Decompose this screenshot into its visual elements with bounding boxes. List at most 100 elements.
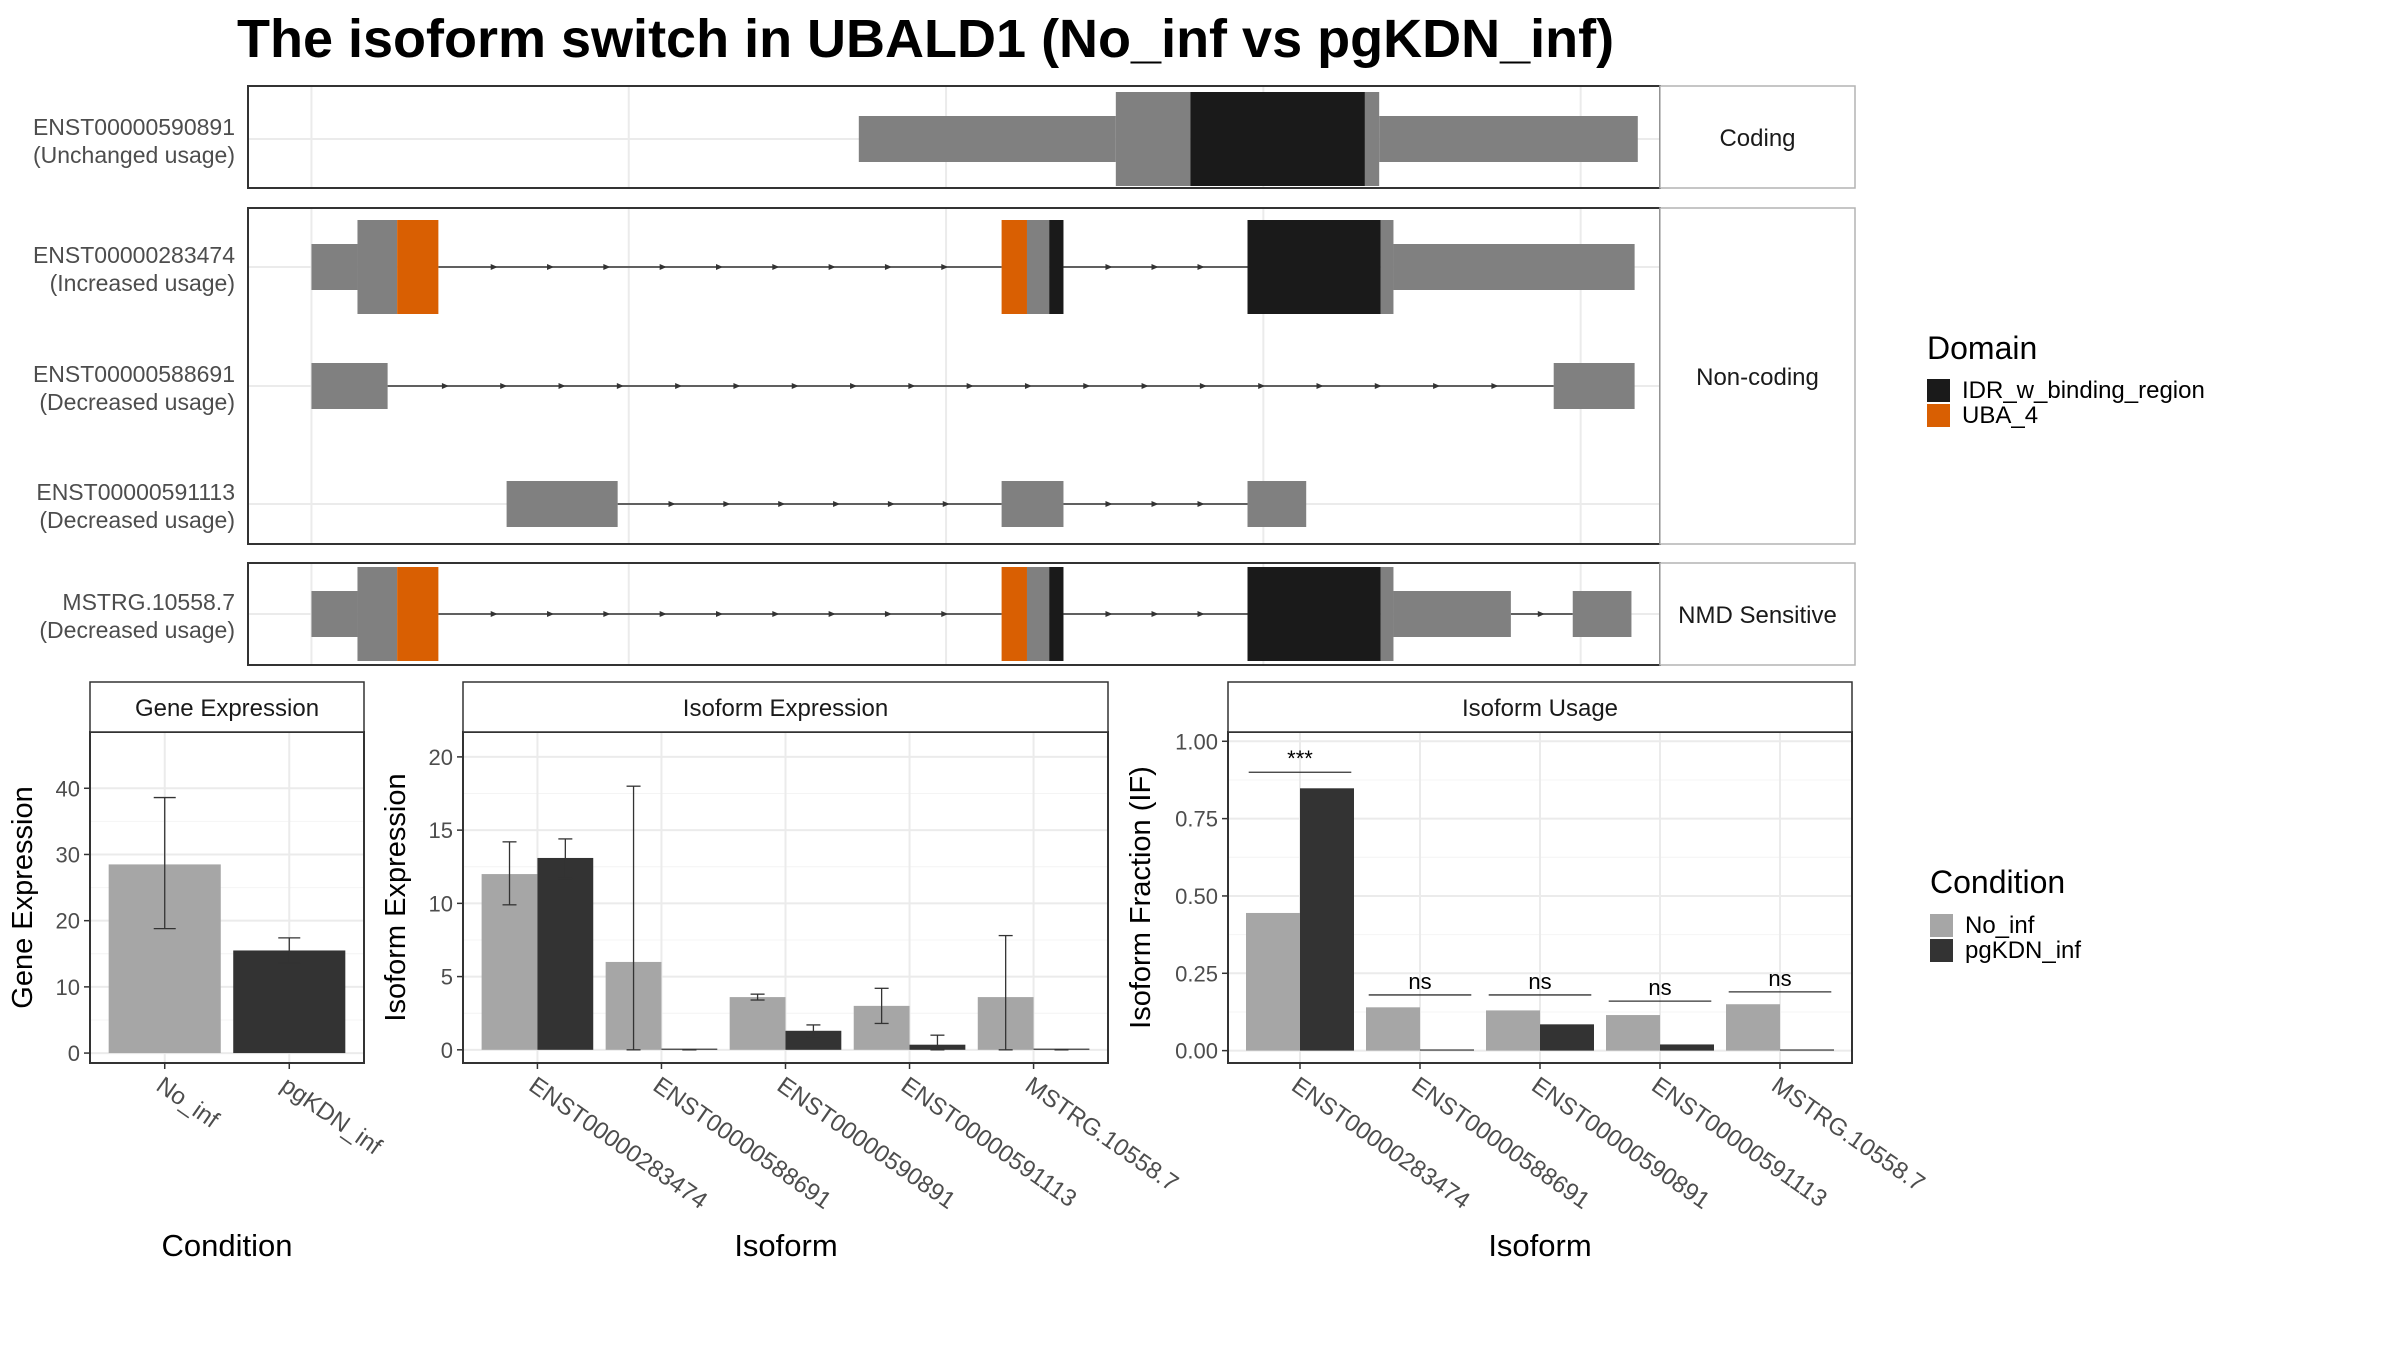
x-axis-label: Isoform — [1488, 1228, 1591, 1263]
x-tick-label: No_inf — [151, 1072, 224, 1134]
strip-box — [1659, 85, 1856, 189]
bar — [1366, 1007, 1420, 1051]
exon-block — [311, 244, 358, 290]
intron-arrow — [715, 611, 723, 617]
intron-arrow — [1141, 383, 1149, 389]
domain-legend-key — [1927, 379, 1950, 402]
intron-arrow — [659, 611, 667, 617]
usage-note-label: (Decreased usage) — [39, 507, 235, 533]
bar — [1420, 1049, 1474, 1051]
y-axis-label: Isoform Fraction (IF) — [1125, 766, 1157, 1029]
bar — [1300, 788, 1354, 1051]
transcript-id-label: ENST00000283474 — [33, 242, 235, 268]
intron-arrow — [884, 264, 892, 270]
strip-box — [89, 681, 365, 733]
intron-arrow — [1433, 383, 1441, 389]
structure-panel: ENST00000283474(Increased usage) ENST0000… — [33, 207, 1856, 545]
intron-arrow — [547, 611, 555, 617]
exon-block — [1247, 481, 1307, 527]
transcript-track — [858, 92, 1638, 186]
exon-block — [1364, 92, 1380, 186]
intron-arrow — [1151, 611, 1159, 617]
bar — [537, 857, 594, 1050]
intron-arrow — [828, 611, 836, 617]
intron-arrow — [1199, 383, 1207, 389]
usage-note-label: (Decreased usage) — [39, 617, 235, 643]
y-tick-label: 20 — [429, 745, 453, 770]
exon-block — [311, 363, 388, 409]
chart-title: Gene Expression — [135, 695, 319, 722]
intron-arrow — [1491, 383, 1499, 389]
exon-block — [1049, 220, 1064, 314]
intron-arrow — [733, 383, 741, 389]
exon-block — [1247, 220, 1381, 314]
significance-label: *** — [1287, 746, 1313, 771]
y-tick-label: 0 — [68, 1041, 80, 1066]
bar-chart-panel: Isoform Expression05101520ENST0000028347… — [380, 681, 1183, 1263]
exon-block — [1115, 92, 1191, 186]
y-tick-label: 0 — [441, 1038, 453, 1063]
intron-arrow — [500, 383, 508, 389]
transcript-track — [311, 363, 1635, 409]
bar — [1780, 1049, 1834, 1051]
y-axis-label: Isoform Expression — [380, 773, 412, 1021]
intron-arrow — [1258, 383, 1266, 389]
domain-legend-label: UBA_4 — [1962, 402, 2038, 429]
intron-arrow — [1197, 501, 1205, 507]
exon-block — [1026, 220, 1050, 314]
strip-box — [1227, 681, 1853, 733]
y-axis-label: Gene Expression — [7, 786, 39, 1008]
exon-block — [1247, 567, 1381, 661]
bar — [1606, 1015, 1660, 1051]
strip-box — [1659, 207, 1856, 545]
intron-arrow — [1083, 383, 1091, 389]
y-tick-label: 10 — [56, 975, 80, 1000]
exon-block — [1380, 220, 1394, 314]
intron-arrow — [1374, 383, 1382, 389]
intron-arrow — [1197, 611, 1205, 617]
exon-block — [357, 220, 398, 314]
transcript-track — [311, 220, 1635, 314]
chart-title: Isoform Expression — [683, 695, 888, 722]
intron-arrow — [723, 501, 731, 507]
domain-legend-title: Domain — [1927, 330, 2037, 366]
condition-legend-key — [1930, 939, 1953, 962]
intron-arrow — [1151, 501, 1159, 507]
intron-arrow — [1105, 501, 1113, 507]
transcript-id-label: MSTRG.10558.7 — [62, 589, 235, 615]
strip-label: NMD Sensitive — [1678, 602, 1837, 629]
intron-arrow — [659, 264, 667, 270]
usage-note-label: (Decreased usage) — [39, 389, 235, 415]
usage-note-label: (Unchanged usage) — [33, 142, 235, 168]
intron-arrow — [603, 611, 611, 617]
y-tick-label: 0.50 — [1175, 884, 1218, 909]
condition-legend-key — [1930, 914, 1953, 937]
domain-legend-label: IDR_w_binding_region — [1962, 377, 2205, 404]
condition-legend-label: pgKDN_inf — [1965, 937, 2081, 964]
intron-arrow — [772, 264, 780, 270]
intron-arrow — [675, 383, 683, 389]
intron-arrow — [884, 611, 892, 617]
y-tick-label: 0.25 — [1175, 961, 1218, 986]
exon-block — [858, 116, 1116, 162]
y-tick-label: 1.00 — [1175, 729, 1218, 754]
transcript-id-label: ENST00000590891 — [33, 114, 235, 140]
intron-arrow — [941, 264, 949, 270]
strip-box — [1659, 562, 1856, 666]
intron-arrow — [833, 501, 841, 507]
bar-chart-panel: Gene Expression 0 10 20 30 40 No_inf pgKDN_inf G… — [7, 681, 387, 1263]
figure-title: The isoform switch in UBALD1 (No_inf vs … — [237, 9, 1614, 69]
y-tick-label: 5 — [441, 965, 453, 990]
bar-chart-panel: *** ns ns ns ns Isoform Usage 0.00 0.25 0.50 0.75… — [1125, 681, 1930, 1263]
transcript-track — [506, 481, 1307, 527]
y-tick-label: 20 — [56, 909, 80, 934]
exon-block — [1379, 116, 1638, 162]
bar — [1246, 912, 1300, 1051]
structure-panel: ENST00000590891(Unchanged usage) Coding — [33, 85, 1856, 189]
intron-arrow — [1151, 264, 1159, 270]
exon-block — [1393, 591, 1511, 637]
x-axis-label: Condition — [162, 1228, 293, 1263]
y-tick-label: 30 — [56, 842, 80, 867]
intron-arrow — [828, 264, 836, 270]
